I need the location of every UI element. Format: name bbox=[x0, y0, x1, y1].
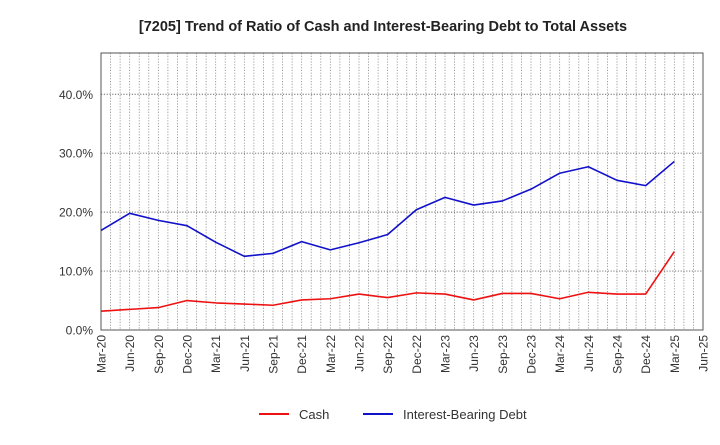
x-tick-label: Dec-21 bbox=[295, 335, 309, 374]
x-tick-label: Dec-20 bbox=[181, 335, 195, 374]
y-tick-label: 0.0% bbox=[66, 324, 94, 338]
series-lines bbox=[100, 160, 675, 312]
y-tick-label: 30.0% bbox=[59, 147, 93, 161]
series-line-cash bbox=[100, 251, 675, 312]
x-tick-label: Sep-24 bbox=[611, 335, 625, 374]
plot-area bbox=[101, 53, 703, 330]
y-tick-label: 10.0% bbox=[59, 265, 93, 279]
plot-frame bbox=[100, 52, 704, 331]
x-tick-label: Jun-21 bbox=[238, 335, 252, 372]
x-tick-label: Dec-22 bbox=[410, 335, 424, 374]
x-tick-label: Sep-21 bbox=[267, 335, 281, 374]
x-tick-label: Mar-20 bbox=[95, 335, 109, 373]
x-tick-label: Sep-22 bbox=[381, 335, 395, 374]
x-tick-label: Jun-24 bbox=[582, 335, 596, 372]
x-tick-label: Jun-22 bbox=[353, 335, 367, 372]
x-tick-label: Jun-23 bbox=[467, 335, 481, 372]
y-tick-label: 40.0% bbox=[59, 88, 93, 102]
grid bbox=[101, 53, 703, 330]
x-tick-label: Mar-24 bbox=[553, 335, 567, 373]
x-tick-label: Jun-25 bbox=[697, 335, 711, 372]
y-tick-label: 20.0% bbox=[59, 206, 93, 220]
x-tick-label: Mar-23 bbox=[439, 335, 453, 373]
legend-label-interest-bearing-debt: Interest-Bearing Debt bbox=[403, 407, 527, 422]
legend: Cash Interest-Bearing Debt bbox=[259, 407, 527, 422]
axes: 0.0% 10.0% 20.0% 30.0% 40.0% Mar-20 Jun-20 Sep-… bbox=[59, 52, 711, 374]
x-tick-label: Mar-21 bbox=[209, 335, 223, 373]
x-tick-label: Dec-23 bbox=[525, 335, 539, 374]
x-tick-label: Dec-24 bbox=[639, 335, 653, 374]
x-tick-label: Sep-20 bbox=[152, 335, 166, 374]
x-tick-label: Mar-22 bbox=[324, 335, 338, 373]
chart-title: [7205] Trend of Ratio of Cash and Intere… bbox=[139, 19, 627, 35]
series-line-interest-bearing-debt bbox=[100, 160, 675, 258]
x-tick-label: Mar-25 bbox=[668, 335, 682, 373]
x-tick-label: Sep-23 bbox=[496, 335, 510, 374]
x-tick-label: Jun-20 bbox=[123, 335, 137, 372]
legend-label-cash: Cash bbox=[299, 407, 329, 422]
